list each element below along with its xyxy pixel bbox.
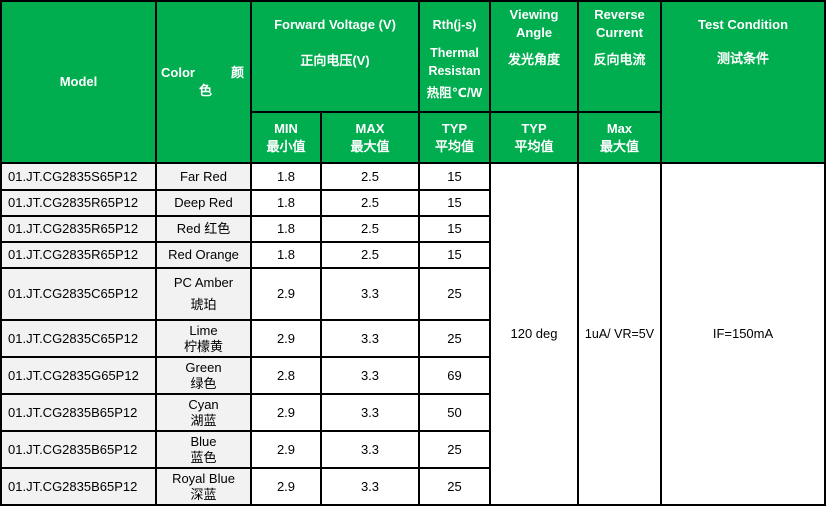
rth-typ-cell: 15 (418, 215, 491, 243)
vf-min-cell: 1.8 (250, 162, 322, 191)
color-cell: Far Red (155, 162, 252, 191)
rth-typ-cell: 25 (418, 430, 491, 469)
rth-typ-cell: 15 (418, 241, 491, 269)
color-cell: Green 绿色 (155, 356, 252, 395)
vf-max-cell: 3.3 (320, 267, 420, 321)
subheader-min: MIN 最小值 (250, 111, 322, 164)
vf-max-cell: 2.5 (320, 189, 420, 217)
vf-max-cell: 3.3 (320, 430, 420, 469)
rth-typ-cell: 25 (418, 467, 491, 506)
color-cell: PC Amber 琥珀 (155, 267, 252, 321)
header-color: Color 颜 色 (155, 0, 252, 164)
rth-typ-cell: 25 (418, 319, 491, 358)
table-row: 01.JT.CG2835R65P12 Red 红色 1.8 2.5 15 (0, 215, 825, 243)
model-cell: 01.JT.CG2835R65P12 (0, 189, 157, 217)
subheader-max: Max 最大值 (577, 111, 662, 164)
table-row: 01.JT.CG2835S65P12 Far Red 1.8 2.5 15 120 deg… (0, 162, 826, 506)
viewing-angle-cell: 120 deg (489, 162, 579, 506)
header-test-condition: Test Condition 测试条件 (660, 0, 826, 164)
vf-max-cell: 3.3 (320, 467, 420, 506)
table-row: 01.JT.CG2835R65P12 Deep Red 1.8 2.5 15 (0, 189, 825, 217)
subheader-typ: TYP 平均值 (418, 111, 491, 164)
vf-min-cell: 2.8 (250, 356, 322, 395)
model-cell: 01.JT.CG2835B65P12 (0, 393, 157, 432)
model-cell: 01.JT.CG2835S65P12 (0, 162, 157, 191)
table-row: 01.JT.CG2835G65P12 Green 绿色 2.8 3.3 69 (0, 356, 825, 395)
model-cell: 01.JT.CG2835B65P12 (0, 430, 157, 469)
table-row: 01.JT.CG2835R65P12 Red Orange 1.8 2.5 15 (0, 241, 825, 269)
table-row: 01.JT.CG2835B65P12 Blue 蓝色 2.9 3.3 25 (0, 430, 825, 469)
color-cell: Red 红色 (155, 215, 252, 243)
rth-typ-cell: 15 (418, 189, 491, 217)
subheader-max: MAX 最大值 (320, 111, 420, 164)
model-cell: 01.JT.CG2835C65P12 (0, 319, 157, 358)
vf-min-cell: 2.9 (250, 393, 322, 432)
table-row: 01.JT.CG2835B65P12 Cyan 湖蓝 2.9 3.3 50 (0, 393, 825, 432)
color-cell: Cyan 湖蓝 (155, 393, 252, 432)
color-cell: Royal Blue 深蓝 (155, 467, 252, 506)
model-cell: 01.JT.CG2835G65P12 (0, 356, 157, 395)
vf-min-cell: 1.8 (250, 241, 322, 269)
vf-min-cell: 1.8 (250, 189, 322, 217)
vf-min-cell: 1.8 (250, 215, 322, 243)
vf-max-cell: 3.3 (320, 393, 420, 432)
vf-min-cell: 2.9 (250, 267, 322, 321)
color-cell: Red Orange (155, 241, 252, 269)
test-condition-cell: IF=150mA (660, 162, 826, 506)
vf-min-cell: 2.9 (250, 467, 322, 506)
reverse-current-cell: 1uA/ VR=5V (577, 162, 662, 506)
table-row: 01.JT.CG2835C65P12 Lime 柠檬黄 2.9 3.3 25 (0, 319, 825, 358)
rth-typ-cell: 50 (418, 393, 491, 432)
header-viewing-angle: Viewing Angle 发光角度 (489, 0, 579, 113)
vf-max-cell: 3.3 (320, 356, 420, 395)
model-cell: 01.JT.CG2835B65P12 (0, 467, 157, 506)
rth-typ-cell: 69 (418, 356, 491, 395)
vf-max-cell: 2.5 (320, 215, 420, 243)
table-row: 01.JT.CG2835C65P12 PC Amber 琥珀 2.9 3.3 25 (0, 267, 825, 321)
header-thermal-resistance: Rth(j-s) Thermal Resistan 热阻℃/W (418, 0, 491, 113)
color-cell: Lime 柠檬黄 (155, 319, 252, 358)
subheader-typ: TYP 平均值 (489, 111, 579, 164)
color-cell: Blue 蓝色 (155, 430, 252, 469)
rth-typ-cell: 25 (418, 267, 491, 321)
model-cell: 01.JT.CG2835R65P12 (0, 215, 157, 243)
vf-max-cell: 3.3 (320, 319, 420, 358)
vf-min-cell: 2.9 (250, 430, 322, 469)
header-model: Model (0, 0, 157, 164)
vf-min-cell: 2.9 (250, 319, 322, 358)
model-cell: 01.JT.CG2835R65P12 (0, 241, 157, 269)
rth-typ-cell: 15 (418, 162, 491, 191)
vf-max-cell: 2.5 (320, 241, 420, 269)
table-row: 01.JT.CG2835B65P12 Royal Blue 深蓝 2.9 3.3 25 (0, 467, 825, 506)
vf-max-cell: 2.5 (320, 162, 420, 191)
model-cell: 01.JT.CG2835C65P12 (0, 267, 157, 321)
header-reverse-current: Reverse Current 反向电流 (577, 0, 662, 113)
header-forward-voltage: Forward Voltage (V) 正向电压(V) (250, 0, 420, 113)
color-cell: Deep Red (155, 189, 252, 217)
